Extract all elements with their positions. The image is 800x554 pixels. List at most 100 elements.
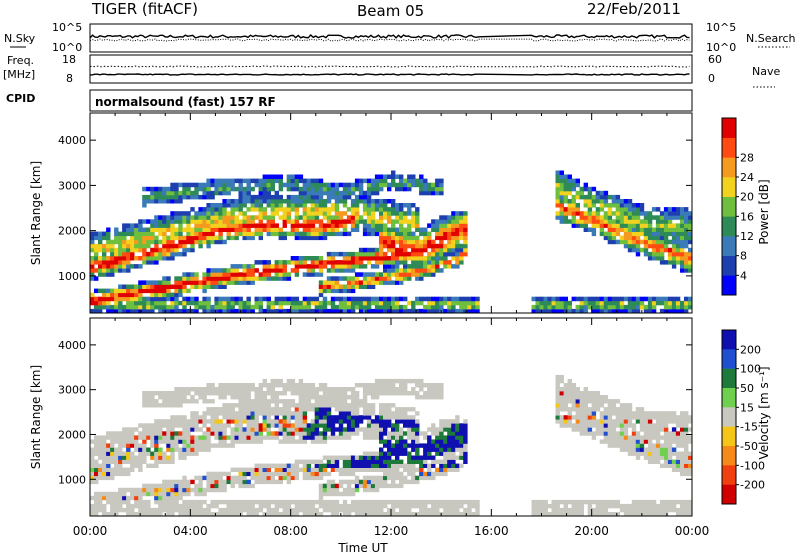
heatmap-cell xyxy=(314,211,320,216)
heatmap-cell xyxy=(415,451,420,456)
heatmap-cell xyxy=(306,423,312,428)
heatmap-cell xyxy=(174,227,179,232)
heatmap-cell xyxy=(90,264,95,269)
heatmap-cell xyxy=(399,503,404,509)
heatmap-cell xyxy=(362,219,368,224)
heatmap-cell xyxy=(435,383,440,388)
heatmap-cell xyxy=(222,512,227,517)
heatmap-cell xyxy=(186,186,191,192)
heatmap-cell xyxy=(447,431,452,436)
heatmap-cell xyxy=(294,419,300,424)
heatmap-cell xyxy=(322,223,328,228)
heatmap-cell xyxy=(399,391,404,396)
heatmap-cell xyxy=(146,186,151,192)
heatmap-cell xyxy=(663,215,669,220)
heatmap-cell xyxy=(338,276,344,281)
heatmap-cell xyxy=(202,288,207,294)
heatmap-cell xyxy=(190,399,195,404)
heatmap-cell xyxy=(354,260,360,265)
heatmap-cell xyxy=(194,391,199,396)
heatmap-cell xyxy=(286,215,292,220)
heatmap-cell xyxy=(643,419,649,424)
heatmap-cell xyxy=(110,251,115,257)
heatmap-cell xyxy=(318,459,324,464)
heatmap-cell xyxy=(186,399,191,404)
heatmap-cell xyxy=(230,296,235,302)
heatmap-cell xyxy=(342,211,348,216)
heatmap-cell xyxy=(399,219,404,224)
heatmap-cell xyxy=(242,427,247,432)
heatmap-cell xyxy=(94,235,99,241)
heatmap-cell xyxy=(222,276,227,281)
heatmap-cell xyxy=(202,304,207,310)
heatmap-cell xyxy=(258,300,263,306)
heatmap-cell xyxy=(150,296,155,302)
heatmap-cell xyxy=(274,174,279,179)
heatmap-cell xyxy=(374,300,380,306)
heatmap-cell xyxy=(559,215,564,220)
heatmap-cell xyxy=(274,260,279,265)
heatmap-cell xyxy=(334,403,340,408)
heatmap-cell xyxy=(90,296,95,302)
heatmap-cell xyxy=(158,239,163,245)
heatmap-cell xyxy=(583,415,588,420)
heatmap-cell xyxy=(290,411,296,416)
heatmap-cell xyxy=(278,423,283,428)
heatmap-cell xyxy=(314,264,320,269)
heatmap-cell xyxy=(330,280,336,285)
heatmap-cell xyxy=(627,243,633,249)
heatmap-cell xyxy=(230,203,235,208)
heatmap-cell xyxy=(158,459,163,464)
heatmap-cell xyxy=(326,471,332,477)
heatmap-cell xyxy=(106,471,111,477)
heatmap-cell xyxy=(419,308,424,314)
heatmap-cell xyxy=(246,383,251,388)
heatmap-cell xyxy=(150,199,155,204)
heatmap-cell xyxy=(114,455,119,460)
heatmap-cell xyxy=(431,300,436,306)
heatmap-cell xyxy=(362,503,368,509)
heatmap-cell xyxy=(134,239,139,245)
heatmap-cell xyxy=(571,203,576,208)
heatmap-cell xyxy=(302,419,308,424)
heatmap-cell xyxy=(643,235,649,241)
heatmap-cell xyxy=(326,483,332,489)
heatmap-cell xyxy=(98,507,103,513)
heatmap-cell xyxy=(607,419,613,424)
heatmap-cell xyxy=(306,475,312,481)
heatmap-cell xyxy=(178,251,183,257)
heatmap-cell xyxy=(298,411,304,416)
heatmap-cell xyxy=(294,403,300,408)
heatmap-cell xyxy=(322,439,328,444)
heatmap-cell xyxy=(407,435,412,440)
heatmap-cell xyxy=(362,507,368,513)
heatmap-cell xyxy=(98,239,103,245)
heatmap-cell xyxy=(567,174,572,179)
heatmap-cell xyxy=(419,296,424,302)
heatmap-cell xyxy=(619,419,625,424)
heatmap-cell xyxy=(579,427,584,432)
heatmap-cell xyxy=(162,479,167,485)
heatmap-cell xyxy=(419,387,424,392)
heatmap-cell xyxy=(318,300,324,306)
heatmap-cell xyxy=(350,300,356,306)
heatmap-cell xyxy=(110,507,115,513)
heatmap-cell xyxy=(551,296,556,302)
heatmap-cell xyxy=(627,419,633,424)
heatmap-cell xyxy=(459,499,464,505)
heatmap-cell xyxy=(306,499,312,505)
heatmap-cell xyxy=(583,403,588,408)
heatmap-cell xyxy=(411,391,416,396)
heatmap-cell xyxy=(555,170,560,175)
heatmap-cell xyxy=(106,443,111,448)
heatmap-cell xyxy=(567,499,572,505)
heatmap-cell xyxy=(114,239,119,245)
heatmap-cell xyxy=(154,507,159,513)
heatmap-cell xyxy=(214,203,219,208)
heatmap-cell xyxy=(555,419,560,424)
heatmap-cell xyxy=(306,207,312,212)
heatmap-cell xyxy=(138,459,143,464)
heatmap-cell xyxy=(162,459,167,464)
heatmap-cell xyxy=(214,499,219,505)
heatmap-cell xyxy=(298,304,304,310)
